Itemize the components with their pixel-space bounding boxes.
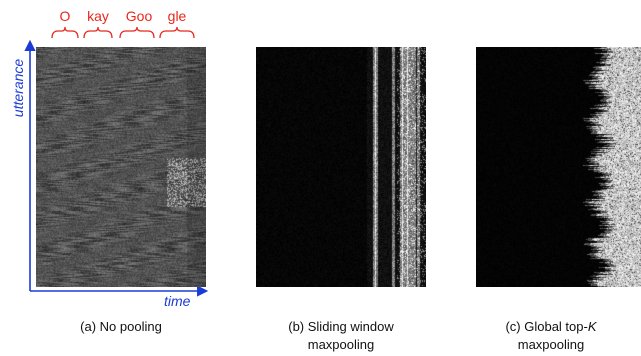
- caption-c-k: K: [587, 319, 597, 334]
- caption-b-line2: maxpooling: [307, 337, 375, 352]
- axes: [24, 39, 209, 297]
- brace-kay: [83, 26, 113, 39]
- y-axis-label: utterance: [10, 58, 26, 118]
- caption-a-line1: (a) No pooling: [80, 319, 162, 334]
- syllable-braces: [51, 26, 195, 39]
- caption-a: (a) No pooling: [26, 318, 216, 336]
- heatmap-no-pooling: [36, 47, 206, 287]
- syllable-kay: kay: [87, 8, 109, 24]
- syllable-gle: gle: [167, 8, 187, 24]
- caption-c-line2: maxpooling: [517, 337, 585, 352]
- caption-b-line1: (b) Sliding window: [288, 319, 394, 334]
- caption-c: (c) Global top-K maxpooling: [456, 318, 641, 354]
- x-axis-label: time: [164, 293, 191, 309]
- brace-goo: [119, 26, 155, 39]
- caption-b: (b) Sliding window maxpooling: [246, 318, 436, 354]
- syllable-goo: Goo: [125, 8, 153, 24]
- caption-c-line1: (c) Global top-: [505, 319, 588, 334]
- heatmap-global-topk: [476, 47, 641, 287]
- brace-gle: [159, 26, 195, 39]
- brace-o: [51, 26, 79, 39]
- syllable-o: O: [59, 8, 71, 24]
- heatmap-sliding-window: [256, 47, 426, 287]
